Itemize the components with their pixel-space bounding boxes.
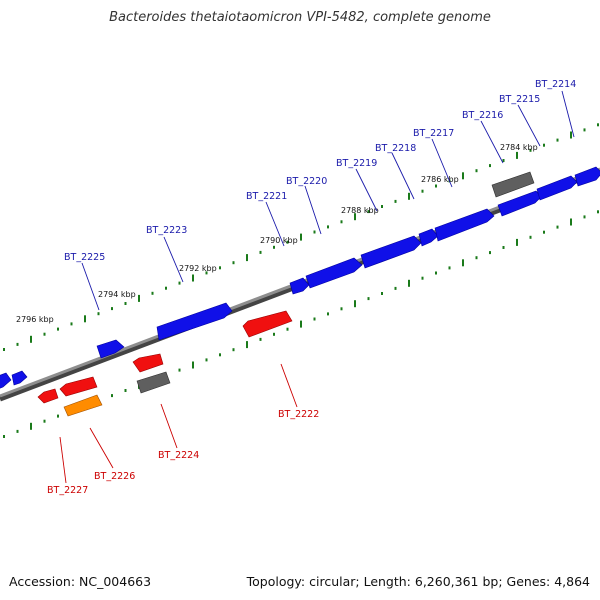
scale-label-2796: 2796 kbp <box>16 315 54 324</box>
gene-arrow <box>497 190 542 217</box>
gene-arrow <box>11 370 28 386</box>
reverse-gene-labels: BT_2222 BT_2224 BT_2226 BT_2227 <box>47 409 319 496</box>
scale-label-2786: 2786 kbp <box>421 175 459 184</box>
gene-label[interactable]: BT_2217 <box>413 128 454 139</box>
forward-leader-lines <box>81 90 575 311</box>
gene-arrow <box>305 257 363 289</box>
gene-label[interactable]: BT_2220 <box>286 176 327 187</box>
gene-label[interactable]: BT_2216 <box>462 110 503 121</box>
scale-labels: 2784 kbp 2786 kbp 2788 kbp 2790 kbp 2792… <box>16 143 538 324</box>
gene-label[interactable]: BT_2215 <box>499 94 540 105</box>
gene-arrow <box>156 302 233 341</box>
scale-label-2788: 2788 kbp <box>341 206 379 215</box>
gene-label[interactable]: BT_2219 <box>336 158 377 169</box>
gene-arrow <box>434 208 495 242</box>
gene-arrow <box>574 166 600 187</box>
gene-label[interactable]: BT_2225 <box>64 252 105 263</box>
scale-label-2790: 2790 kbp <box>260 236 298 245</box>
gene-arrow <box>59 376 98 397</box>
gene-arrow <box>0 372 12 389</box>
gene-label[interactable]: BT_2222 <box>278 409 319 420</box>
genome-stats-text: Topology: circular; Length: 6,260,361 bp… <box>246 574 590 589</box>
pseudo-gene <box>136 371 171 394</box>
reverse-leader-lines <box>59 363 298 484</box>
gene-arrow <box>96 339 125 359</box>
gene-arrow <box>132 353 164 373</box>
gene-arrow <box>242 310 293 338</box>
gene-label[interactable]: BT_2224 <box>158 450 199 461</box>
gene-arrow <box>360 235 422 269</box>
gene-arrow <box>37 388 59 404</box>
pseudo-gene <box>491 171 535 198</box>
rna-gene <box>63 394 103 417</box>
gene-label[interactable]: BT_2223 <box>146 225 187 236</box>
scale-label-2792: 2792 kbp <box>179 264 217 273</box>
forward-strand-genes <box>0 166 600 389</box>
gene-label[interactable]: BT_2226 <box>94 471 135 482</box>
scale-label-2784: 2784 kbp <box>500 143 538 152</box>
scale-label-2794: 2794 kbp <box>98 290 136 299</box>
gene-label[interactable]: BT_2221 <box>246 191 287 202</box>
reverse-strand-genes <box>37 310 293 417</box>
accession-text: Accession: NC_004663 <box>9 574 152 589</box>
gene-arrow <box>418 228 439 247</box>
gene-label[interactable]: BT_2227 <box>47 485 88 496</box>
forward-gene-labels: BT_2214 BT_2215 BT_2216 BT_2217 BT_2218 … <box>64 79 576 263</box>
gene-arrow <box>536 175 578 201</box>
gene-arrow <box>289 277 310 295</box>
genome-title: Bacteroides thetaiotaomicron VPI-5482, c… <box>109 10 491 25</box>
gene-label[interactable]: BT_2214 <box>535 79 576 90</box>
gene-label[interactable]: BT_2218 <box>375 143 416 154</box>
